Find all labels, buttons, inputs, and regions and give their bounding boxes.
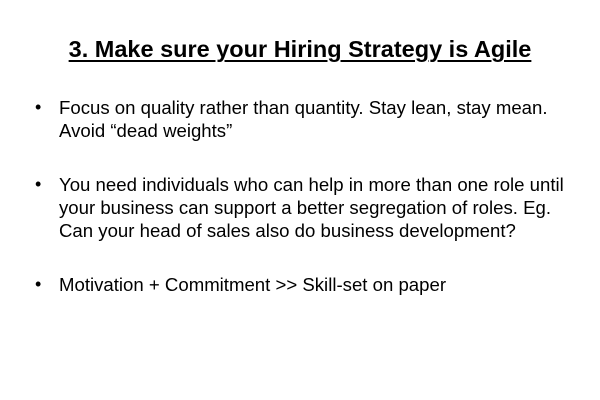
bullet-item-quality: • Focus on quality rather than quantity.… [32,96,577,142]
slide-title: 3. Make sure your Hiring Strategy is Agi… [68,36,532,62]
bullet-dot-icon: • [35,97,42,117]
bullet-text: Motivation + Commitment >> Skill-set on … [59,274,447,295]
bullet-dot-icon: • [35,274,42,294]
bullet-text: You need individuals who can help in mor… [59,174,564,241]
bullet-item-individuals: • You need individuals who can help in m… [32,173,577,242]
bullet-dot-icon: • [35,174,42,194]
bullet-list: • Focus on quality rather than quantity.… [32,96,577,296]
bullet-text: Focus on quality rather than quantity. S… [59,97,548,141]
bullet-item-motivation: • Motivation + Commitment >> Skill-set o… [32,273,577,296]
